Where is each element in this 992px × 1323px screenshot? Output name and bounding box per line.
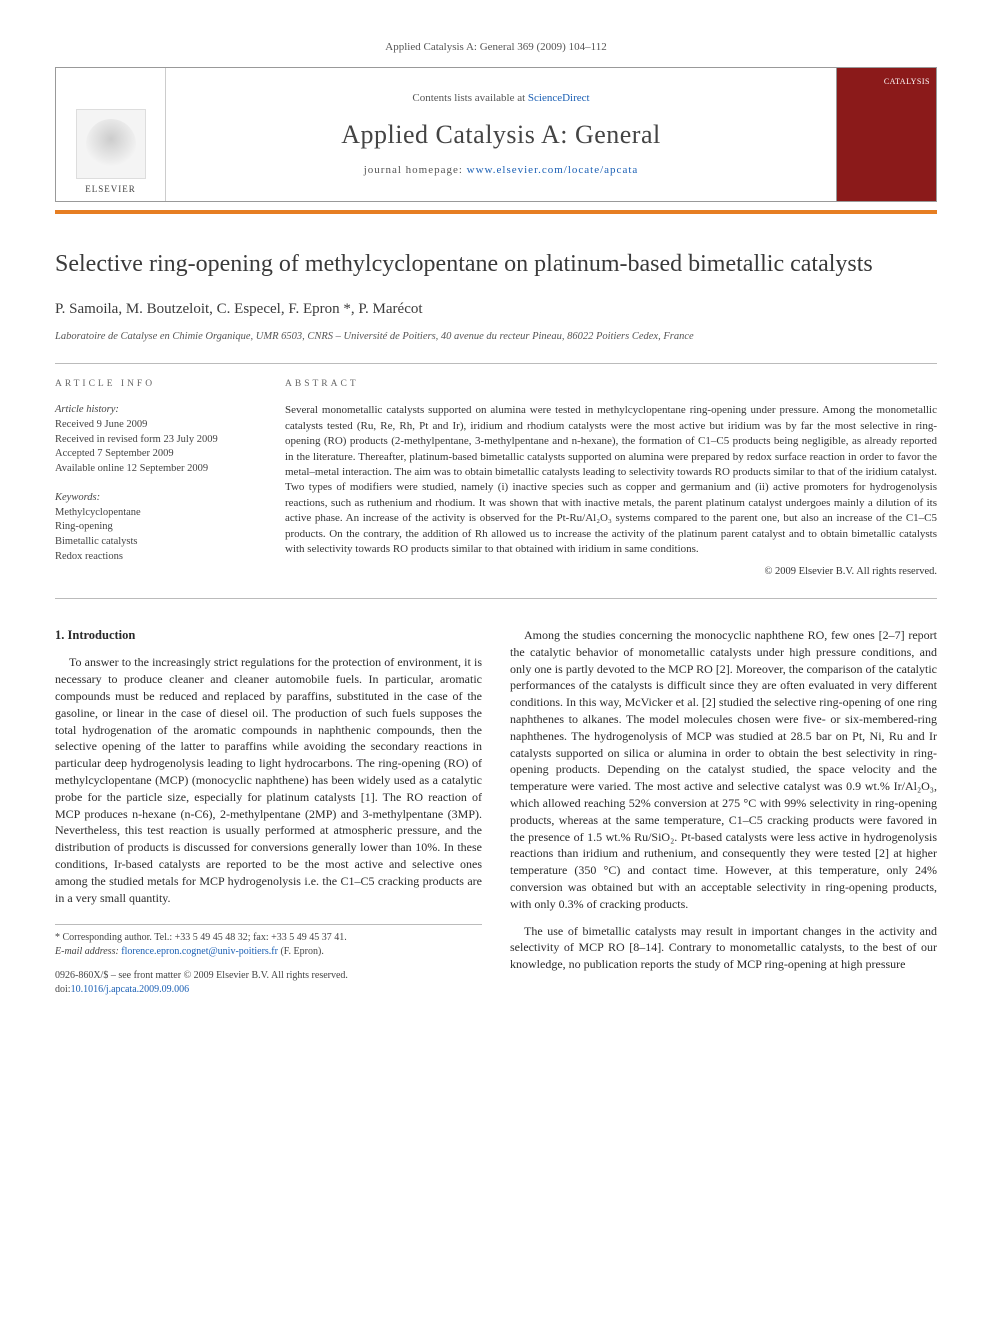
elsevier-tree-icon [76, 109, 146, 179]
contents-available-line: Contents lists available at ScienceDirec… [412, 91, 589, 106]
history-item: Received 9 June 2009 [55, 418, 255, 433]
keyword: Bimetallic catalysts [55, 535, 255, 550]
abstract-copyright: © 2009 Elsevier B.V. All rights reserved… [285, 565, 937, 580]
info-abstract-row: ARTICLE INFO Article history: Received 9… [55, 364, 937, 598]
sciencedirect-link[interactable]: ScienceDirect [528, 92, 590, 104]
publisher-logo-block: ELSEVIER [56, 68, 166, 201]
abstract-heading: ABSTRACT [285, 378, 937, 391]
article-info-column: ARTICLE INFO Article history: Received 9… [55, 378, 255, 580]
corr-author-line: * Corresponding author. Tel.: +33 5 49 4… [55, 931, 482, 945]
front-matter-line: 0926-860X/$ – see front matter © 2009 El… [55, 969, 482, 983]
article-title: Selective ring-opening of methylcyclopen… [55, 249, 937, 279]
email-label: E-mail address: [55, 946, 121, 957]
homepage-prefix: journal homepage: [364, 164, 467, 176]
body-two-column: 1. Introduction To answer to the increas… [55, 627, 937, 997]
article-info-heading: ARTICLE INFO [55, 378, 255, 391]
email-name: (F. Epron). [278, 946, 324, 957]
body-paragraph: To answer to the increasingly strict reg… [55, 654, 482, 906]
history-label: Article history: [55, 403, 255, 418]
body-paragraph: Among the studies concerning the monocyc… [510, 627, 937, 913]
keyword: Redox reactions [55, 550, 255, 565]
author-list: P. Samoila, M. Boutzeloit, C. Especel, F… [55, 299, 937, 320]
affiliation: Laboratoire de Catalyse en Chimie Organi… [55, 330, 937, 345]
abstract-text: Several monometallic catalysts supported… [285, 403, 937, 557]
publisher-name: ELSEVIER [85, 183, 136, 196]
corresponding-author-footnote: * Corresponding author. Tel.: +33 5 49 4… [55, 924, 482, 959]
separator [55, 598, 937, 599]
cover-label: CATALYSIS [884, 76, 930, 87]
keyword: Methylcyclopentane [55, 506, 255, 521]
banner-center: Contents lists available at ScienceDirec… [166, 68, 836, 201]
homepage-link[interactable]: www.elsevier.com/locate/apcata [467, 164, 639, 176]
right-column: Among the studies concerning the monocyc… [510, 627, 937, 997]
left-column: 1. Introduction To answer to the increas… [55, 627, 482, 997]
keyword: Ring-opening [55, 520, 255, 535]
corr-email-link[interactable]: florence.epron.cognet@univ-poitiers.fr [121, 946, 278, 957]
homepage-line: journal homepage: www.elsevier.com/locat… [364, 163, 639, 178]
footer-block: 0926-860X/$ – see front matter © 2009 El… [55, 969, 482, 997]
journal-cover-thumb: CATALYSIS [836, 68, 936, 201]
section-heading: 1. Introduction [55, 627, 482, 645]
running-header: Applied Catalysis A: General 369 (2009) … [55, 40, 937, 55]
abstract-column: ABSTRACT Several monometallic catalysts … [285, 378, 937, 580]
history-item: Received in revised form 23 July 2009 [55, 433, 255, 448]
journal-title: Applied Catalysis A: General [341, 117, 660, 153]
history-item: Accepted 7 September 2009 [55, 447, 255, 462]
doi-prefix: doi: [55, 984, 71, 995]
keywords-label: Keywords: [55, 491, 255, 506]
history-item: Available online 12 September 2009 [55, 462, 255, 477]
journal-banner: ELSEVIER Contents lists available at Sci… [55, 67, 937, 202]
body-paragraph: The use of bimetallic catalysts may resu… [510, 923, 937, 973]
accent-bar [55, 210, 937, 214]
doi-link[interactable]: 10.1016/j.apcata.2009.09.006 [71, 984, 190, 995]
contents-prefix: Contents lists available at [412, 92, 527, 104]
